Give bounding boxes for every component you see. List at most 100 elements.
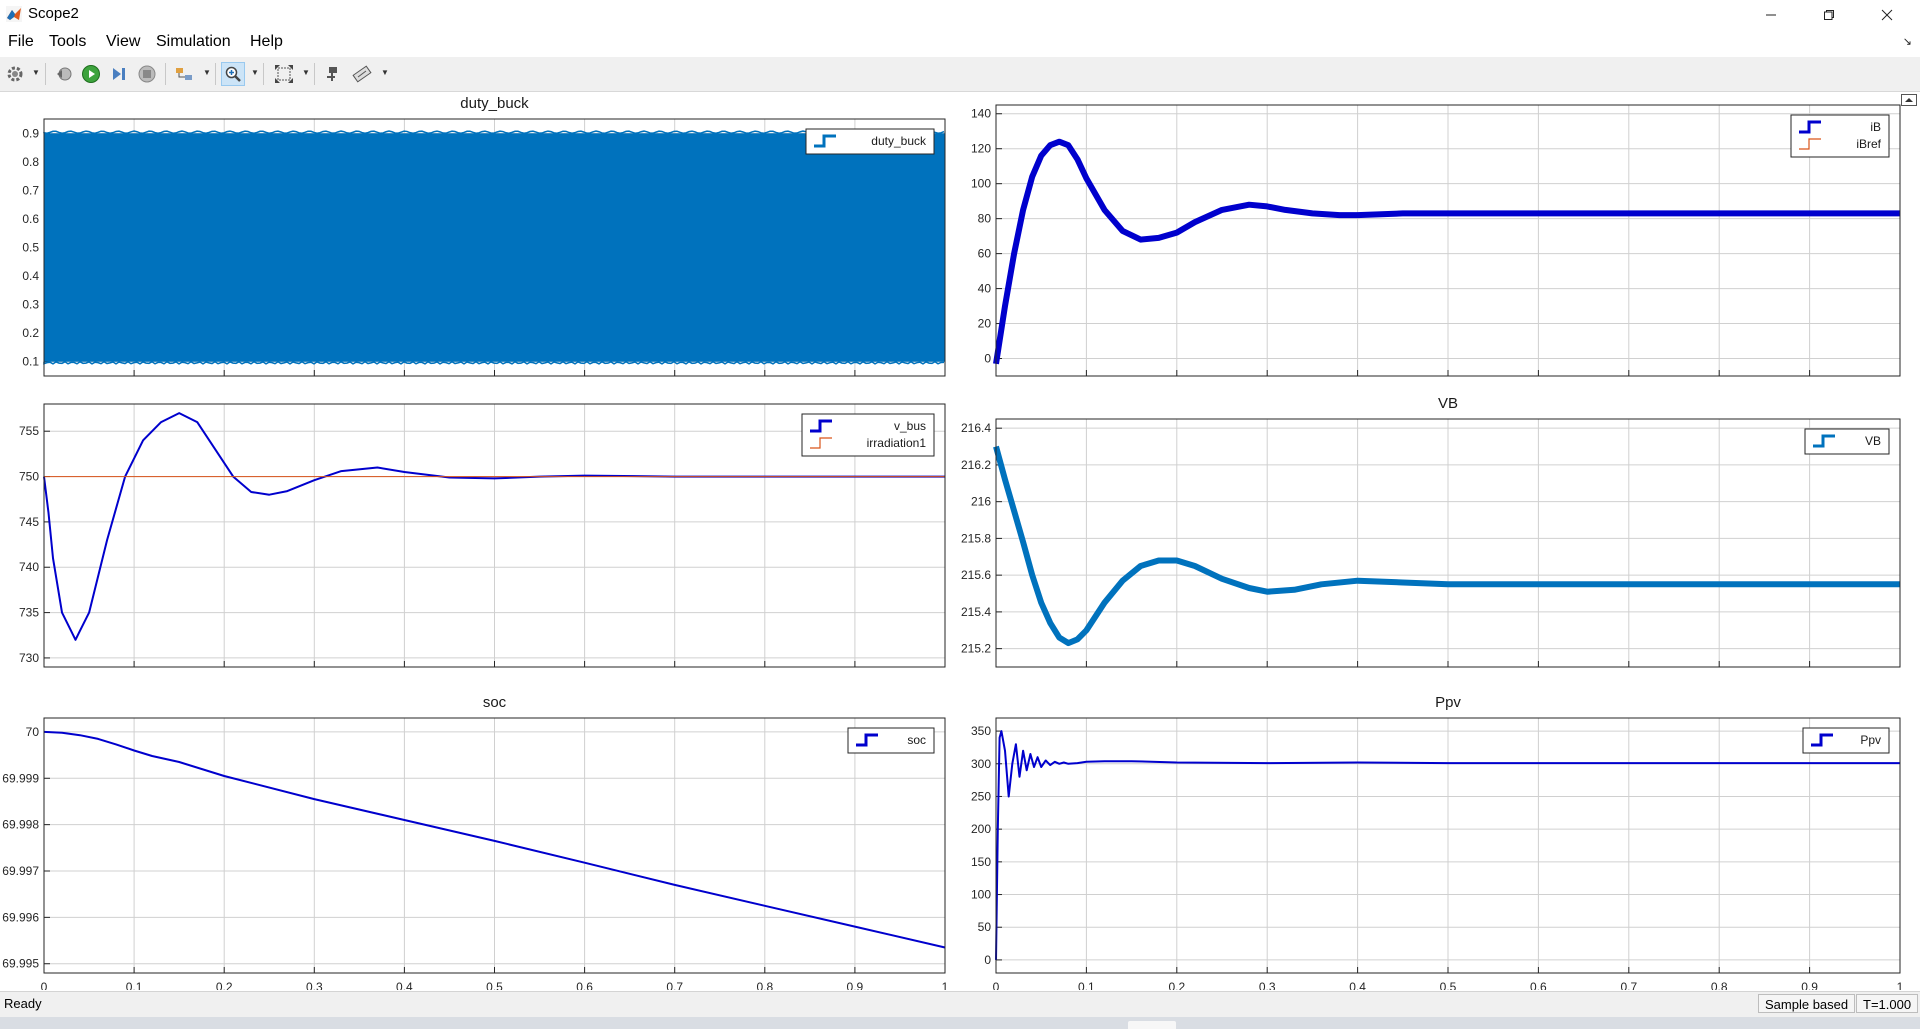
y-tick-label: 250 bbox=[971, 789, 991, 803]
y-tick-label: 215.2 bbox=[961, 642, 991, 656]
measurements-button[interactable] bbox=[350, 62, 374, 86]
chart-title: VB bbox=[1438, 395, 1458, 412]
chart-panel-3[interactable]: 730 735 740 745 750 755 v_bus irradiation1 bbox=[19, 403, 946, 668]
highlight-button[interactable] bbox=[320, 62, 344, 86]
restore-icon bbox=[1824, 9, 1834, 20]
x-tick-label: 0 bbox=[993, 980, 1000, 990]
restore-button[interactable] bbox=[1806, 0, 1852, 29]
y-tick-label: 0 bbox=[984, 352, 991, 366]
series-band-edge bbox=[43, 130, 945, 135]
signal-dropdown-icon[interactable]: ▼ bbox=[203, 68, 211, 77]
chart-panel-6[interactable]: 0 50 100 150 200 250 300 350 0 0.1 0.2 0.3 0.4 0.5 0.6… bbox=[971, 694, 1904, 994]
x-tick-label: 1 bbox=[942, 980, 949, 990]
x-tick-label: 0.4 bbox=[1349, 980, 1366, 990]
measurements-dropdown-icon[interactable]: ▼ bbox=[381, 68, 389, 77]
legend[interactable]: VB bbox=[1804, 428, 1890, 455]
legend-box bbox=[1790, 114, 1890, 158]
y-tick-label: 730 bbox=[19, 651, 39, 665]
x-tick-label: 0.7 bbox=[1620, 980, 1637, 990]
y-tick-label: 0.9 bbox=[22, 126, 39, 140]
settings-dropdown-icon[interactable]: ▼ bbox=[32, 68, 40, 77]
x-tick-label: 0.6 bbox=[576, 980, 593, 990]
y-tick-label: 216 bbox=[971, 495, 991, 509]
x-tick-label: 0.5 bbox=[1440, 980, 1457, 990]
zoom-in-icon bbox=[225, 66, 241, 82]
highlight-block-icon bbox=[327, 67, 337, 81]
fit-view-button[interactable] bbox=[272, 62, 296, 86]
menu-simulation[interactable]: Simulation bbox=[156, 33, 231, 50]
stop-button[interactable] bbox=[135, 62, 159, 86]
legend[interactable]: duty_buck bbox=[805, 128, 935, 155]
scope-plots[interactable]: 0.10.20.30.40.50.60.70.80.9duty_buckduty… bbox=[0, 92, 1920, 994]
play-icon bbox=[82, 65, 100, 83]
fit-dropdown-icon[interactable]: ▼ bbox=[302, 68, 310, 77]
toolbar-separator bbox=[314, 63, 315, 85]
legend[interactable]: iB iBref bbox=[1790, 114, 1890, 158]
y-tick-label: 740 bbox=[19, 560, 39, 574]
x-tick-label: 0.6 bbox=[1530, 980, 1547, 990]
y-tick-label: 745 bbox=[19, 515, 39, 529]
bottom-strip bbox=[0, 1017, 1920, 1029]
settings-button[interactable] bbox=[3, 62, 27, 86]
x-tick-label: 0.2 bbox=[1168, 980, 1185, 990]
y-tick-label: 80 bbox=[978, 212, 992, 226]
step-back-button[interactable] bbox=[52, 62, 76, 86]
y-tick-label: 69.997 bbox=[2, 864, 39, 878]
chart-title: soc bbox=[483, 694, 507, 711]
y-tick-label: 750 bbox=[19, 470, 39, 484]
legend[interactable]: v_bus irradiation1 bbox=[801, 413, 935, 457]
zoom-button[interactable] bbox=[221, 62, 245, 86]
y-tick-label: 350 bbox=[971, 724, 991, 738]
y-tick-label: 50 bbox=[978, 920, 992, 934]
menu-help[interactable]: Help bbox=[250, 33, 283, 50]
x-tick-label: 0.9 bbox=[1801, 980, 1818, 990]
dock-arrow-icon[interactable]: ↘ bbox=[1902, 36, 1912, 48]
y-tick-label: 60 bbox=[978, 247, 992, 261]
chart-panel-1[interactable]: 0.10.20.30.40.50.60.70.80.9duty_buckduty… bbox=[22, 95, 946, 377]
legend[interactable]: Ppv bbox=[1802, 727, 1890, 754]
menu-file[interactable]: File bbox=[8, 33, 34, 50]
y-tick-label: 100 bbox=[971, 177, 991, 191]
step-forward-icon bbox=[113, 68, 125, 80]
legend-box bbox=[1802, 727, 1890, 754]
axes-frame bbox=[43, 118, 946, 377]
series-band-edge bbox=[43, 360, 945, 365]
y-tick-label: 69.996 bbox=[2, 910, 39, 924]
y-tick-label: 0.7 bbox=[22, 183, 39, 197]
y-tick-label: 0.3 bbox=[22, 298, 39, 312]
minimize-button[interactable] bbox=[1748, 0, 1794, 29]
y-tick-label: 140 bbox=[971, 107, 991, 121]
run-button[interactable] bbox=[79, 62, 103, 86]
x-tick-label: 0.7 bbox=[666, 980, 683, 990]
title-bar: Scope2 bbox=[0, 0, 1920, 29]
close-icon bbox=[1881, 9, 1893, 20]
chart-panel-4[interactable]: 215.2 215.4 215.6 215.8 216 216.2 216.4 VB VB bbox=[961, 395, 1901, 668]
chart-title: Ppv bbox=[1435, 694, 1461, 711]
series-soc-line bbox=[43, 730, 946, 949]
signal-tree-icon bbox=[176, 68, 192, 80]
x-tick-label: 0.3 bbox=[1259, 980, 1276, 990]
x-tick-label: 0.5 bbox=[486, 980, 503, 990]
chart-panel-5[interactable]: 69.995 69.996 69.997 69.998 69.999 70 0 0.1 0.2 0… bbox=[2, 694, 949, 994]
fit-to-view-icon bbox=[275, 65, 293, 83]
undock-icon[interactable] bbox=[1901, 94, 1917, 106]
axes-frame bbox=[995, 717, 1901, 974]
chart-panel-2[interactable]: 0 20 40 60 80 100 120 140 iB iBref bbox=[971, 104, 1901, 377]
toolbar-separator bbox=[263, 63, 264, 85]
axes-frame bbox=[43, 403, 946, 668]
menu-tools[interactable]: Tools bbox=[49, 33, 87, 50]
x-tick-label: 0.9 bbox=[847, 980, 864, 990]
legend[interactable]: soc bbox=[847, 727, 935, 754]
y-tick-label: 120 bbox=[971, 142, 991, 156]
signal-select-button[interactable] bbox=[172, 62, 196, 86]
close-button[interactable] bbox=[1864, 0, 1910, 29]
legend-swatch bbox=[810, 437, 832, 449]
legend-box bbox=[805, 128, 935, 155]
menu-view[interactable]: View bbox=[106, 33, 141, 50]
y-tick-label: 0.4 bbox=[22, 269, 39, 283]
zoom-dropdown-icon[interactable]: ▼ bbox=[251, 68, 259, 77]
y-tick-label: 215.6 bbox=[961, 568, 991, 582]
menu-bar: File Tools View Simulation Help ↘ bbox=[0, 29, 1920, 57]
step-forward-button[interactable] bbox=[107, 62, 131, 86]
x-tick-label: 1 bbox=[1897, 980, 1904, 990]
